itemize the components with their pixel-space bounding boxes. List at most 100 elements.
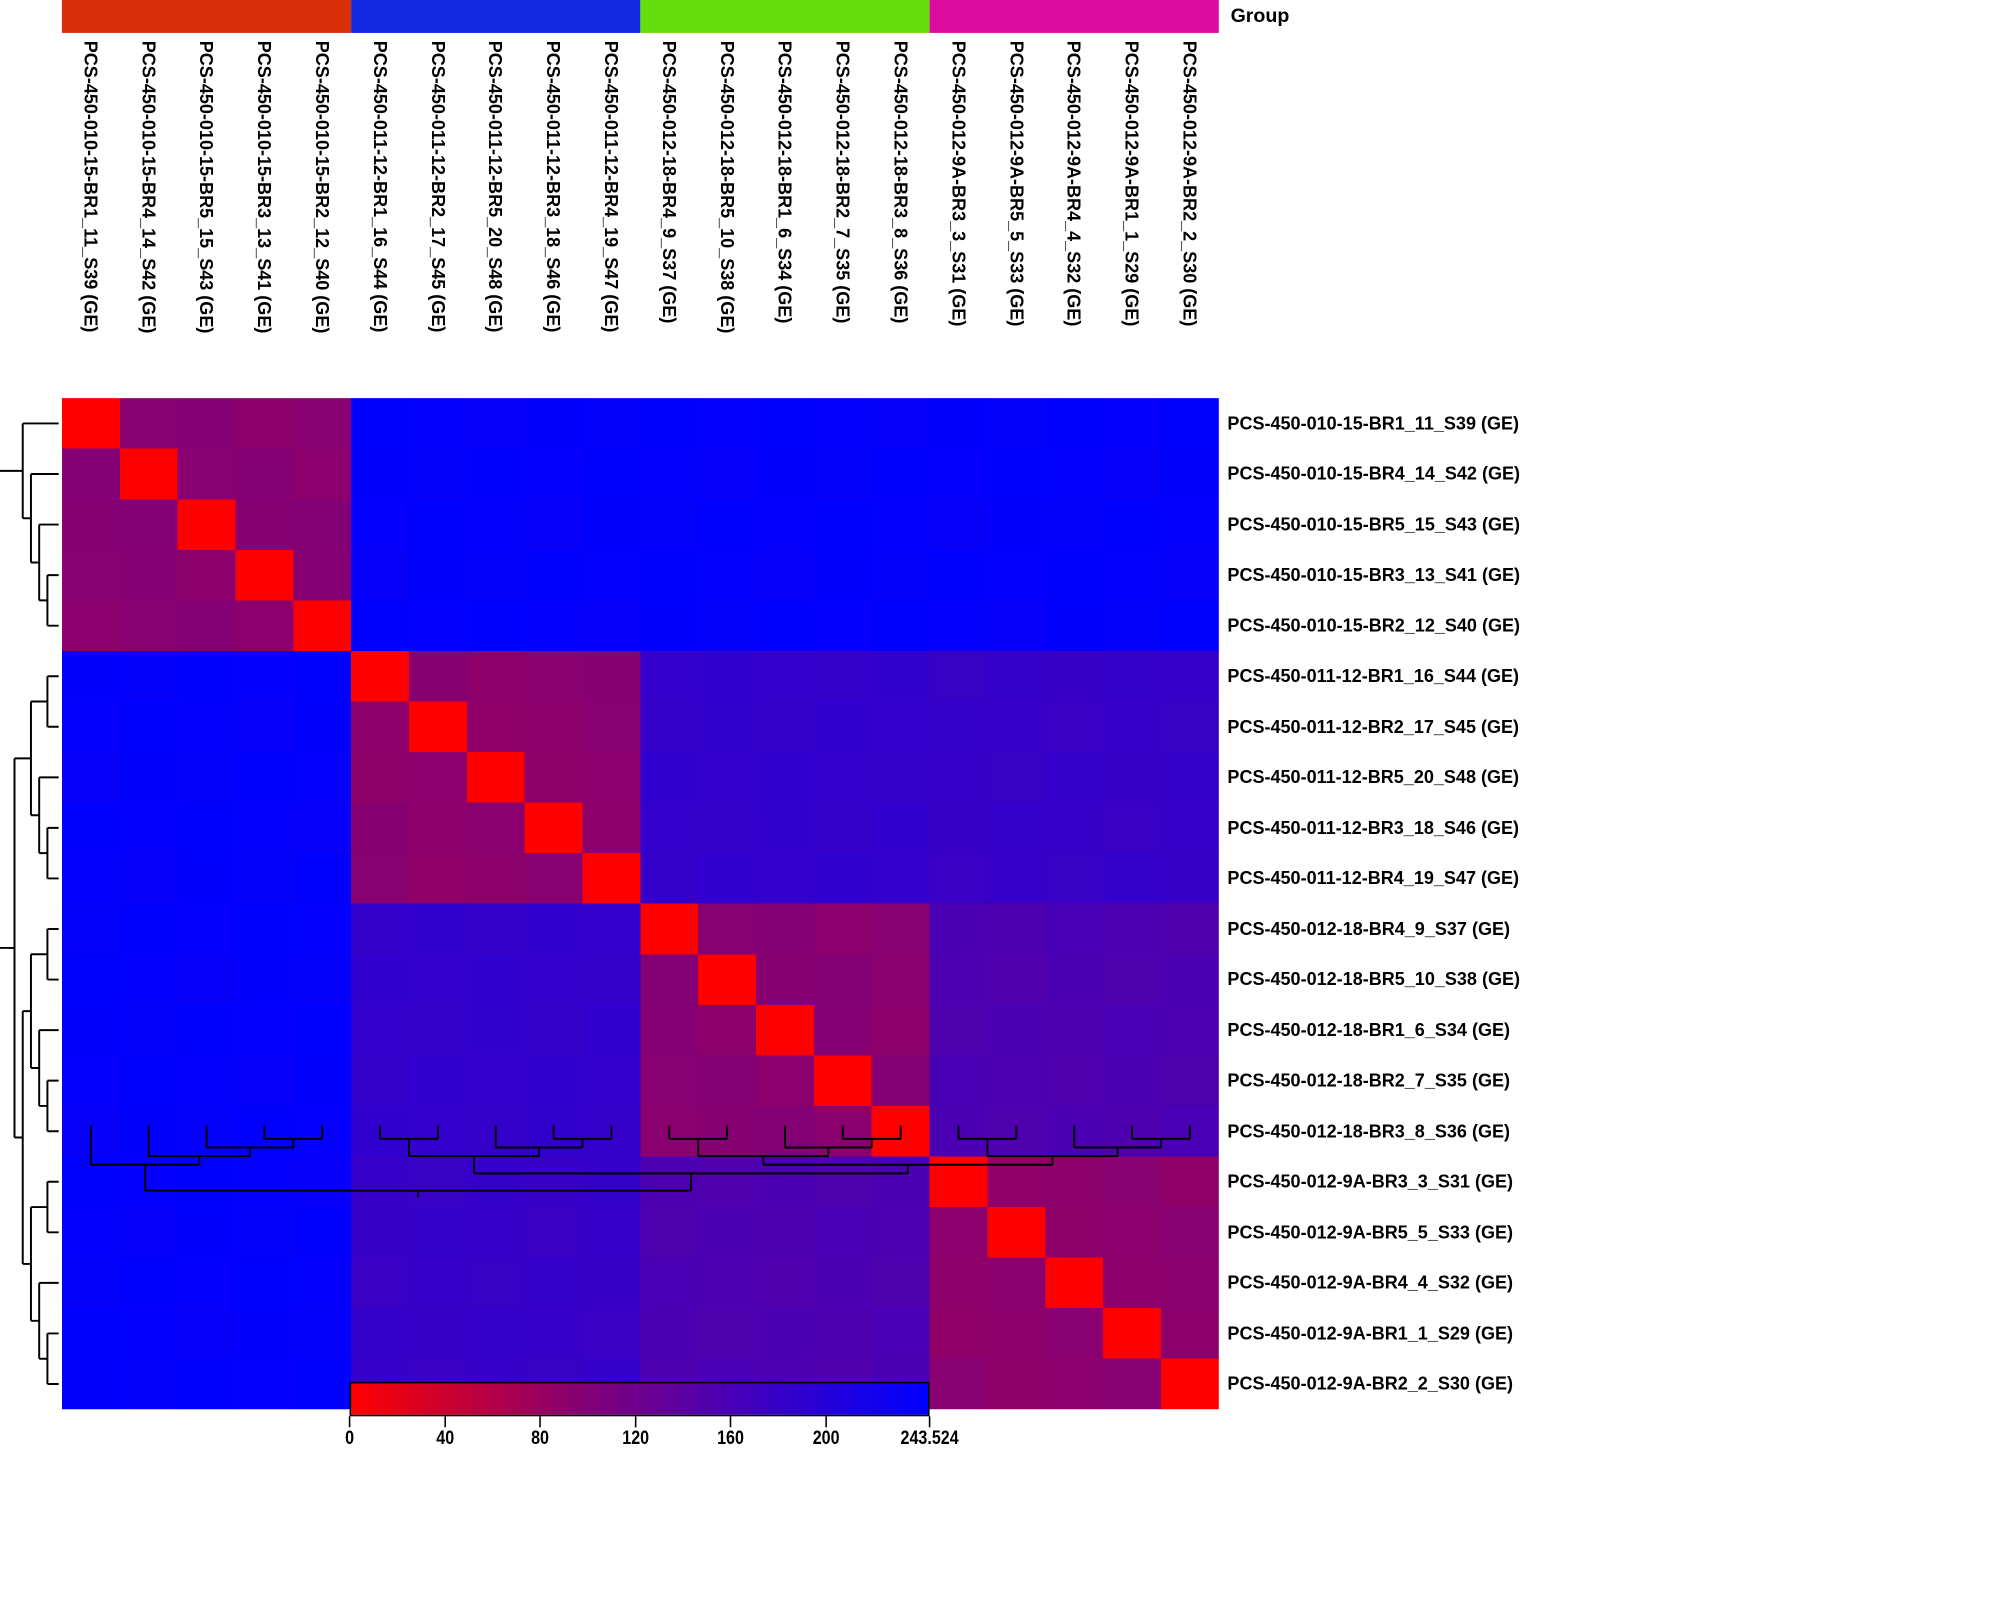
heatmap-cell <box>756 1257 815 1309</box>
heatmap-cell <box>524 752 583 804</box>
heatmap-cell <box>1160 1207 1219 1258</box>
group-segment-010-15 <box>61 0 352 33</box>
heatmap-cell <box>1103 1055 1162 1107</box>
heatmap-cell <box>698 499 757 551</box>
heatmap-cell <box>524 954 583 1006</box>
heatmap-cell <box>1045 903 1104 955</box>
heatmap-cell <box>293 954 352 1006</box>
heatmap-cell <box>640 954 699 1006</box>
heatmap-cell <box>871 398 930 450</box>
column-label-text: PCS-450-010-15-BR2_12_S40 (GE) <box>312 40 333 334</box>
heatmap-cell <box>698 650 757 702</box>
heatmap-cell <box>235 600 294 652</box>
heatmap-cell <box>61 802 121 854</box>
column-label: PCS-450-011-12-BR4_19_S47 (GE) <box>583 41 641 390</box>
heatmap-cell <box>177 1004 236 1056</box>
heatmap-cell <box>351 802 410 854</box>
heatmap-cell <box>582 549 641 601</box>
heatmap-cell <box>466 1257 526 1309</box>
heatmap-cell <box>640 1308 699 1360</box>
heatmap-cell <box>177 954 236 1006</box>
heatmap-cell <box>698 1207 757 1258</box>
heatmap-cell <box>61 701 121 753</box>
heatmap-cell <box>119 1358 179 1410</box>
heatmap-cell <box>119 1004 179 1056</box>
heatmap-cell <box>466 802 526 854</box>
heatmap-cell <box>351 1257 410 1309</box>
heatmap-cell <box>929 398 988 450</box>
color-key-tick <box>928 1416 931 1428</box>
group-segment-012-18 <box>640 0 930 33</box>
heatmap-cell <box>987 499 1046 551</box>
heatmap-cell <box>351 853 410 905</box>
heatmap-cell <box>61 1207 121 1258</box>
color-key-tick-label: 160 <box>717 1426 745 1449</box>
heatmap-cell <box>929 954 988 1006</box>
heatmap-cell <box>235 853 294 905</box>
heatmap-cell <box>235 1156 294 1208</box>
heatmap-cell <box>871 549 930 601</box>
heatmap-cell <box>524 398 583 450</box>
heatmap-cell <box>351 701 410 753</box>
row-label: PCS-450-011-12-BR1_16_S44 (GE) <box>1227 665 1520 686</box>
heatmap-cell <box>351 448 410 500</box>
group-legend-label: Group <box>1230 4 1290 27</box>
heatmap-cell <box>351 398 410 450</box>
heatmap-cell <box>293 701 352 753</box>
heatmap-cell <box>698 802 757 854</box>
heatmap-cell <box>235 1257 294 1309</box>
heatmap-figure: Group PCS-450-010-15-BR1_11_S39 (GE) PCS-… <box>0 0 1521 1449</box>
heatmap-cell <box>756 499 815 551</box>
heatmap-cell <box>987 549 1046 601</box>
column-label-text: PCS-450-011-12-BR1_16_S44 (GE) <box>369 40 391 333</box>
heatmap-cell <box>177 650 236 702</box>
column-label-text: PCS-450-012-18-BR1_6_S34 (GE) <box>774 40 796 324</box>
heatmap-cell <box>351 549 410 601</box>
heatmap-cell <box>756 398 815 450</box>
row-label: PCS-450-011-12-BR4_19_S47 (GE) <box>1227 867 1520 889</box>
color-key-tick-label: 0 <box>345 1426 355 1449</box>
heatmap-cell <box>1103 549 1162 601</box>
heatmap-cell <box>524 853 583 905</box>
heatmap-cell <box>1045 954 1104 1006</box>
heatmap-cell <box>235 802 294 854</box>
heatmap-cell <box>235 1207 294 1258</box>
heatmap-cell <box>582 1004 641 1056</box>
column-label: PCS-450-012-9A-BR4_4_S32 (GE) <box>1045 41 1103 390</box>
heatmap-cell <box>871 954 930 1006</box>
heatmap-cell <box>293 650 352 702</box>
heatmap-cell <box>1160 1004 1219 1056</box>
heatmap-cell <box>466 499 526 551</box>
column-label: PCS-450-012-9A-BR5_5_S33 (GE) <box>987 41 1045 390</box>
heatmap-cell <box>813 499 873 551</box>
heatmap-cell <box>640 1207 699 1258</box>
heatmap-cell <box>1160 1257 1219 1309</box>
heatmap-cell <box>466 752 526 804</box>
heatmap-cell <box>1045 1257 1104 1309</box>
color-key-tick-label: 80 <box>531 1426 550 1449</box>
column-label-text: PCS-450-010-15-BR1_11_S39 (GE) <box>80 40 102 333</box>
heatmap-cell <box>698 1156 757 1208</box>
row-label: PCS-450-010-15-BR4_14_S42 (GE) <box>1227 463 1521 484</box>
heatmap-cell <box>1160 1156 1219 1208</box>
heatmap-cell <box>466 1308 526 1360</box>
heatmap-cell <box>987 802 1046 854</box>
heatmap-cell <box>698 752 757 804</box>
heatmap-cell <box>582 499 641 551</box>
heatmap-cell <box>351 1055 410 1107</box>
heatmap-cell <box>524 701 583 753</box>
heatmap-cell <box>293 1055 352 1107</box>
heatmap-cell <box>293 499 352 551</box>
heatmap-cell <box>698 903 757 955</box>
heatmap-cell <box>987 1055 1046 1107</box>
heatmap-cell <box>640 701 699 753</box>
heatmap-cell <box>698 549 757 601</box>
heatmap-cell <box>871 1257 930 1309</box>
heatmap-cell <box>466 1055 526 1107</box>
column-label-text: PCS-450-012-18-BR4_9_S37 (GE) <box>659 40 680 324</box>
color-key-tick <box>444 1416 446 1428</box>
column-label-text: PCS-450-011-12-BR2_17_S45 (GE) <box>427 40 449 333</box>
heatmap-cell <box>61 1004 121 1056</box>
column-labels: PCS-450-010-15-BR1_11_S39 (GE) PCS-450-01… <box>62 41 1219 390</box>
heatmap-cell <box>640 448 699 500</box>
